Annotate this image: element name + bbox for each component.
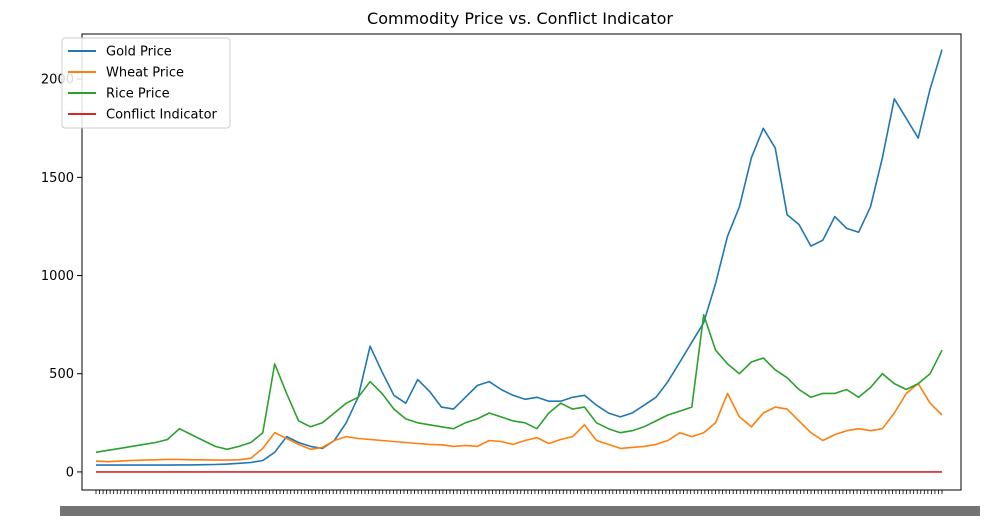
y-tick-label: 0 bbox=[66, 465, 74, 480]
plot-area-frame bbox=[81, 33, 962, 491]
legend-box bbox=[61, 37, 231, 129]
x-axis-ticks bbox=[60, 490, 980, 516]
y-tick-label: 500 bbox=[49, 367, 74, 382]
legend: Gold Price Wheat Price Rice Price Conflict … bbox=[61, 37, 231, 129]
series-line-gold-price bbox=[96, 49, 943, 466]
y-tick-label: 1000 bbox=[41, 269, 74, 284]
series-line-rice-price bbox=[95, 313, 943, 454]
legend-label: Wheat Price bbox=[106, 66, 184, 81]
series-line-wheat-price bbox=[95, 382, 943, 463]
series-layer bbox=[95, 49, 943, 473]
y-tick-label: 1500 bbox=[41, 171, 74, 186]
legend-label: Gold Price bbox=[106, 45, 172, 60]
chart-title: Commodity Price vs. Conflict Indicator bbox=[367, 9, 673, 28]
x-tick-labels-overlap bbox=[60, 506, 980, 516]
legend-label: Conflict Indicator bbox=[106, 108, 218, 123]
legend-label: Rice Price bbox=[106, 87, 170, 102]
